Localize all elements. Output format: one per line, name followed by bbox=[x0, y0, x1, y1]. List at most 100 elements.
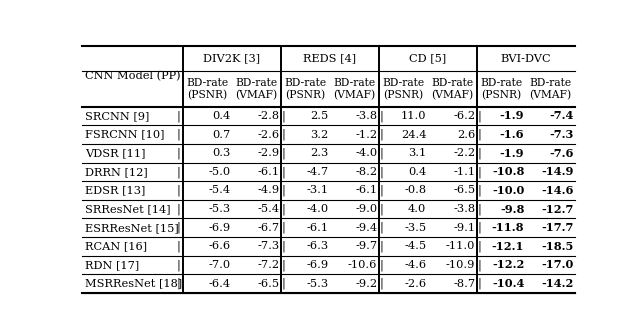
Text: |: | bbox=[282, 241, 285, 252]
Text: -14.6: -14.6 bbox=[541, 185, 573, 196]
Text: -4.0: -4.0 bbox=[306, 204, 328, 214]
Text: |: | bbox=[177, 241, 180, 252]
Text: |: | bbox=[177, 185, 180, 196]
Text: |: | bbox=[282, 147, 285, 159]
Text: ESRResNet [15]: ESRResNet [15] bbox=[84, 223, 179, 233]
Text: |: | bbox=[380, 278, 383, 290]
Text: |: | bbox=[282, 204, 285, 215]
Text: -2.2: -2.2 bbox=[453, 148, 476, 158]
Text: |: | bbox=[282, 185, 285, 196]
Text: |: | bbox=[282, 166, 285, 178]
Text: -9.2: -9.2 bbox=[355, 279, 377, 289]
Text: -12.1: -12.1 bbox=[492, 241, 524, 252]
Text: -6.7: -6.7 bbox=[257, 223, 279, 233]
Text: BD-rate
(VMAF): BD-rate (VMAF) bbox=[333, 78, 376, 100]
Text: |: | bbox=[477, 185, 481, 196]
Text: |: | bbox=[380, 222, 383, 233]
Text: -12.2: -12.2 bbox=[492, 260, 524, 271]
Text: 3.1: 3.1 bbox=[408, 148, 426, 158]
Text: |: | bbox=[477, 166, 481, 178]
Text: -7.6: -7.6 bbox=[549, 148, 573, 159]
Text: CD [5]: CD [5] bbox=[410, 53, 447, 63]
Text: 0.7: 0.7 bbox=[212, 129, 230, 140]
Text: -12.7: -12.7 bbox=[541, 204, 573, 214]
Text: -5.3: -5.3 bbox=[306, 279, 328, 289]
Text: -7.3: -7.3 bbox=[549, 129, 573, 140]
Text: |: | bbox=[177, 278, 180, 290]
Text: DRRN [12]: DRRN [12] bbox=[84, 167, 147, 177]
Text: -6.2: -6.2 bbox=[453, 111, 476, 121]
Text: -7.3: -7.3 bbox=[257, 241, 279, 251]
Text: |: | bbox=[177, 259, 180, 271]
Text: 11.0: 11.0 bbox=[401, 111, 426, 121]
Text: -2.6: -2.6 bbox=[404, 279, 426, 289]
Text: -10.9: -10.9 bbox=[446, 260, 476, 270]
Text: -18.5: -18.5 bbox=[541, 241, 573, 252]
Text: -2.6: -2.6 bbox=[257, 129, 279, 140]
Text: -10.8: -10.8 bbox=[492, 166, 524, 177]
Text: -9.1: -9.1 bbox=[453, 223, 476, 233]
Text: -6.6: -6.6 bbox=[208, 241, 230, 251]
Text: |: | bbox=[477, 278, 481, 290]
Text: |: | bbox=[177, 166, 180, 178]
Text: |: | bbox=[282, 222, 285, 233]
Text: -3.8: -3.8 bbox=[453, 204, 476, 214]
Text: SRCNN [9]: SRCNN [9] bbox=[84, 111, 149, 121]
Text: |: | bbox=[477, 241, 481, 252]
Text: -6.5: -6.5 bbox=[257, 279, 279, 289]
Text: 2.6: 2.6 bbox=[457, 129, 476, 140]
Text: |: | bbox=[177, 110, 180, 122]
Text: -5.0: -5.0 bbox=[208, 167, 230, 177]
Text: -9.0: -9.0 bbox=[355, 204, 377, 214]
Text: -10.4: -10.4 bbox=[492, 278, 524, 289]
Text: |: | bbox=[380, 185, 383, 196]
Text: BD-rate
(PSNR): BD-rate (PSNR) bbox=[284, 78, 326, 100]
Text: REDS [4]: REDS [4] bbox=[303, 53, 356, 63]
Text: |: | bbox=[380, 259, 383, 271]
Text: -9.7: -9.7 bbox=[355, 241, 377, 251]
Text: -2.8: -2.8 bbox=[257, 111, 279, 121]
Text: -6.9: -6.9 bbox=[306, 260, 328, 270]
Text: |: | bbox=[177, 129, 180, 140]
Text: -14.2: -14.2 bbox=[541, 278, 573, 289]
Text: -5.4: -5.4 bbox=[257, 204, 279, 214]
Text: |: | bbox=[380, 110, 383, 122]
Text: -7.0: -7.0 bbox=[208, 260, 230, 270]
Text: BD-rate
(PSNR): BD-rate (PSNR) bbox=[186, 78, 228, 100]
Text: |: | bbox=[282, 129, 285, 140]
Text: |: | bbox=[380, 166, 383, 178]
Text: |: | bbox=[177, 147, 180, 159]
Text: |: | bbox=[380, 241, 383, 252]
Text: |: | bbox=[380, 204, 383, 215]
Text: -11.0: -11.0 bbox=[446, 241, 476, 251]
Text: -6.9: -6.9 bbox=[208, 223, 230, 233]
Text: -5.4: -5.4 bbox=[208, 186, 230, 196]
Text: BD-rate
(VMAF): BD-rate (VMAF) bbox=[431, 78, 474, 100]
Text: -9.8: -9.8 bbox=[500, 204, 524, 214]
Text: -6.5: -6.5 bbox=[453, 186, 476, 196]
Text: BD-rate
(VMAF): BD-rate (VMAF) bbox=[236, 78, 278, 100]
Text: |: | bbox=[177, 222, 180, 233]
Text: -2.9: -2.9 bbox=[257, 148, 279, 158]
Text: -1.2: -1.2 bbox=[355, 129, 377, 140]
Text: -4.6: -4.6 bbox=[404, 260, 426, 270]
Text: 0.4: 0.4 bbox=[212, 111, 230, 121]
Text: -10.6: -10.6 bbox=[348, 260, 377, 270]
Text: 3.2: 3.2 bbox=[310, 129, 328, 140]
Text: -4.9: -4.9 bbox=[257, 186, 279, 196]
Text: -4.5: -4.5 bbox=[404, 241, 426, 251]
Text: -1.1: -1.1 bbox=[453, 167, 476, 177]
Text: -1.9: -1.9 bbox=[500, 111, 524, 122]
Text: 24.4: 24.4 bbox=[401, 129, 426, 140]
Text: -1.9: -1.9 bbox=[500, 148, 524, 159]
Text: BD-rate
(VMAF): BD-rate (VMAF) bbox=[529, 78, 572, 100]
Text: -3.8: -3.8 bbox=[355, 111, 377, 121]
Text: VDSR [11]: VDSR [11] bbox=[84, 148, 145, 158]
Text: 2.5: 2.5 bbox=[310, 111, 328, 121]
Text: MSRResNet [18]: MSRResNet [18] bbox=[84, 279, 182, 289]
Text: -0.8: -0.8 bbox=[404, 186, 426, 196]
Text: RDN [17]: RDN [17] bbox=[84, 260, 139, 270]
Text: -17.7: -17.7 bbox=[541, 222, 573, 233]
Text: |: | bbox=[477, 259, 481, 271]
Text: -5.3: -5.3 bbox=[208, 204, 230, 214]
